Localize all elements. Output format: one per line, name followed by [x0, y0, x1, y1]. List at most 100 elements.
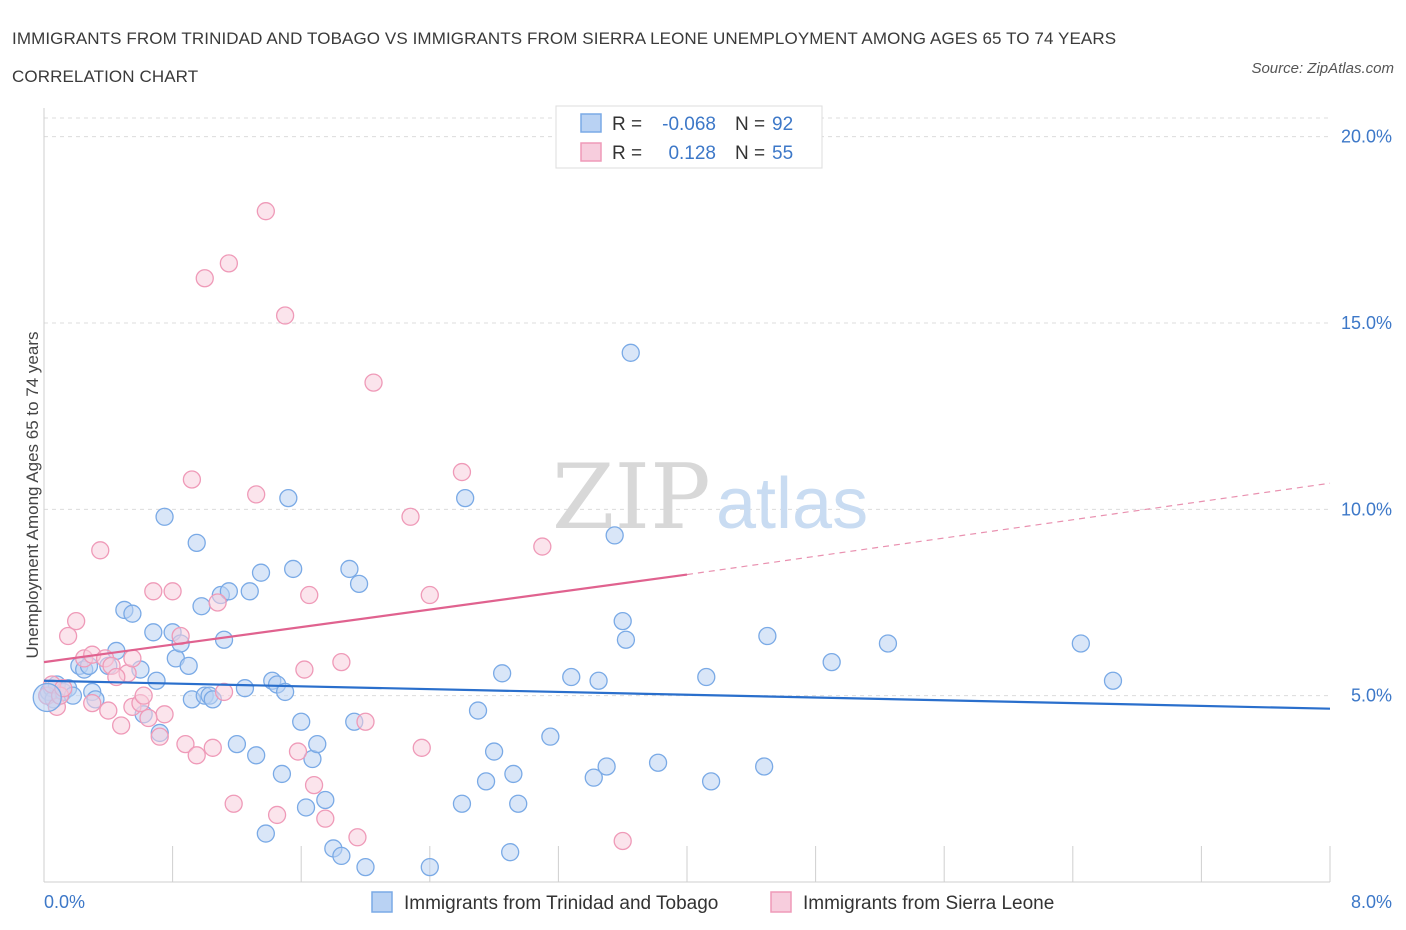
- point-series0-83: [758, 626, 777, 646]
- point-series1-42: [348, 828, 367, 847]
- point-series0-42: [256, 824, 275, 843]
- point-series1-35: [275, 306, 295, 325]
- point-series0-50: [296, 798, 316, 817]
- watermark: ZIP atlas: [552, 445, 868, 550]
- point-series0-66: [492, 664, 512, 683]
- point-series0-64: [476, 772, 496, 791]
- point-series0-77: [616, 630, 636, 649]
- series-legend-label-trinidad: Immigrants from Trinidad and Tobago: [404, 893, 718, 914]
- point-series1-24: [182, 470, 202, 489]
- point-series1-31: [224, 794, 243, 813]
- point-series1-32: [247, 485, 266, 504]
- point-series1-30: [219, 254, 239, 273]
- point-series0-49: [292, 712, 311, 731]
- legend-swatch-sierra-leone: [580, 142, 602, 162]
- point-series1-45: [401, 507, 420, 526]
- point-series1-53: [83, 693, 102, 713]
- point-series0-39: [240, 582, 259, 601]
- point-series0-70: [541, 727, 560, 746]
- point-series1-21: [163, 582, 182, 601]
- point-series0-23: [155, 507, 174, 526]
- y-tick-label-1: 10.0%: [1341, 499, 1392, 519]
- point-series0-17: [123, 604, 142, 623]
- point-series0-68: [504, 764, 523, 784]
- point-series1-46: [412, 738, 431, 757]
- y-tick-label-0: 5.0%: [1351, 686, 1392, 706]
- point-series0-71: [562, 667, 581, 687]
- point-series0-58: [349, 574, 369, 594]
- series-legend: Immigrants from Trinidad and Tobago Immi…: [371, 891, 1054, 914]
- point-series0-73: [589, 671, 608, 690]
- legend-r-value-trinidad: -0.068: [662, 114, 716, 135]
- point-series0-65: [484, 742, 504, 761]
- point-series0-52: [308, 734, 327, 754]
- legend-r-label-trinidad: R =: [612, 114, 642, 135]
- point-series1-27: [203, 738, 222, 757]
- trend-lines: [43, 482, 1331, 710]
- point-series1-13: [112, 716, 131, 735]
- point-series1-52: [139, 708, 158, 728]
- point-series1-50: [613, 831, 632, 851]
- legend-n-value-sierra-leone: 55: [772, 143, 793, 164]
- point-series1-20: [155, 705, 174, 724]
- trend-line-series0: [43, 679, 1331, 710]
- series-legend-swatch-trinidad: [371, 891, 393, 913]
- point-series1-34: [267, 805, 287, 825]
- point-series0-35: [214, 630, 234, 649]
- watermark-zip: ZIP: [552, 445, 711, 550]
- point-series0-60: [420, 857, 439, 877]
- point-series1-25: [187, 746, 206, 765]
- point-series1-17: [134, 686, 153, 705]
- point-series0-78: [621, 343, 640, 362]
- point-series0-72: [584, 768, 603, 787]
- point-series1-33: [256, 202, 275, 221]
- point-series0-21: [147, 671, 166, 690]
- point-series0-76: [613, 611, 632, 631]
- grid-lines: [44, 117, 1330, 697]
- point-cluster-origin: [32, 682, 62, 713]
- point-series1-23: [176, 734, 195, 754]
- point-series0-62: [456, 488, 475, 508]
- point-series0-86: [1071, 634, 1090, 653]
- point-series0-74: [597, 757, 616, 776]
- point-series0-46: [275, 682, 295, 702]
- point-series0-85: [878, 634, 898, 653]
- point-series0-27: [179, 656, 198, 675]
- point-series0-63: [468, 701, 488, 720]
- chart-source: Source: ZipAtlas.com: [1251, 60, 1394, 77]
- point-series1-48: [452, 462, 472, 482]
- point-series0-75: [605, 526, 624, 545]
- point-series1-41: [332, 652, 351, 672]
- point-series0-36: [219, 582, 239, 601]
- data-points: [32, 202, 1123, 877]
- chart-title: IMMIGRANTS FROM TRINIDAD AND TOBAGO VS I…: [12, 29, 1117, 86]
- point-series0-67: [501, 843, 520, 862]
- point-series0-37: [227, 734, 247, 754]
- trend-line-series1: [43, 573, 688, 664]
- y-tick-label-2: 15.0%: [1341, 313, 1392, 333]
- point-series0-55: [332, 846, 351, 866]
- point-series0-84: [822, 652, 841, 672]
- point-series1-49: [533, 537, 552, 556]
- tick-labels: 5.0% 10.0% 15.0% 20.0% 0.0% 8.0%: [44, 127, 1392, 912]
- point-series0-81: [701, 772, 721, 791]
- y-tick-label-3: 20.0%: [1341, 127, 1392, 147]
- legend-n-value-trinidad: 92: [772, 114, 793, 135]
- point-series0-56: [340, 559, 359, 579]
- point-series1-29: [214, 682, 234, 702]
- point-series1-9: [91, 541, 110, 560]
- point-series0-30: [192, 597, 211, 616]
- stats-legend: R = -0.068 N = 92 R = 0.128 N = 55: [555, 105, 823, 169]
- point-series0-48: [284, 559, 303, 579]
- y-axis-title: Unemployment Among Ages 65 to 74 years: [23, 332, 42, 659]
- x-tick-label-0: 0.0%: [44, 892, 85, 912]
- point-series1-38: [300, 585, 319, 605]
- legend-r-label-sierra-leone: R =: [612, 143, 642, 164]
- point-series1-28: [208, 593, 227, 612]
- point-series0-41: [251, 563, 271, 582]
- point-series1-43: [356, 712, 375, 731]
- point-series1-44: [364, 373, 383, 392]
- x-tick-label-1: 8.0%: [1351, 892, 1392, 912]
- point-series0-38: [235, 679, 255, 698]
